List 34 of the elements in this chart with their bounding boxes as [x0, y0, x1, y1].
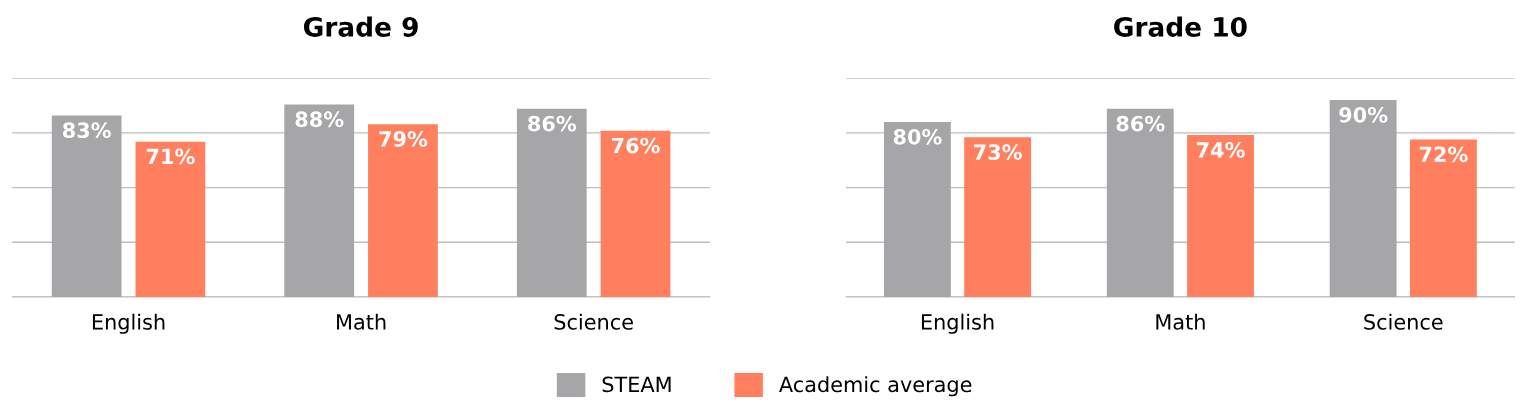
- bar: [284, 104, 355, 298]
- bar: [135, 141, 206, 298]
- data-label: 88%: [295, 111, 344, 128]
- bar: [51, 115, 122, 298]
- x-tick-label: Math: [1156, 313, 1205, 330]
- bar: [1329, 100, 1397, 298]
- bar: [600, 130, 671, 298]
- chart-title: Grade 10: [1114, 16, 1247, 37]
- x-tick-label: Science: [554, 313, 633, 330]
- x-tick-label: Science: [1364, 313, 1443, 330]
- x-tick-label: English: [92, 313, 165, 334]
- data-label: 83%: [63, 122, 111, 139]
- bar: [964, 137, 1032, 298]
- data-label: 72%: [1419, 146, 1468, 163]
- chart-title: Grade 9: [303, 16, 418, 37]
- data-label: 90%: [1339, 107, 1388, 123]
- data-label: 79%: [379, 131, 428, 147]
- data-label: 71%: [146, 148, 195, 165]
- data-label: 86%: [528, 115, 577, 132]
- bar: [368, 124, 438, 298]
- bar: [1187, 135, 1254, 298]
- data-label: 86%: [1116, 115, 1165, 132]
- data-label: 76%: [611, 137, 660, 154]
- data-label: 80%: [893, 128, 942, 145]
- bar: [1409, 139, 1477, 298]
- x-tick-label: Math: [337, 313, 386, 330]
- x-tick-label: English: [921, 313, 994, 334]
- bar: [1106, 108, 1174, 298]
- data-label: 74%: [1196, 142, 1245, 158]
- legend-label: Academic average: [779, 376, 972, 397]
- bar: [883, 121, 951, 298]
- legend-label: STEAM: [602, 376, 671, 393]
- data-label: 73%: [974, 144, 1022, 160]
- bar: [516, 108, 587, 298]
